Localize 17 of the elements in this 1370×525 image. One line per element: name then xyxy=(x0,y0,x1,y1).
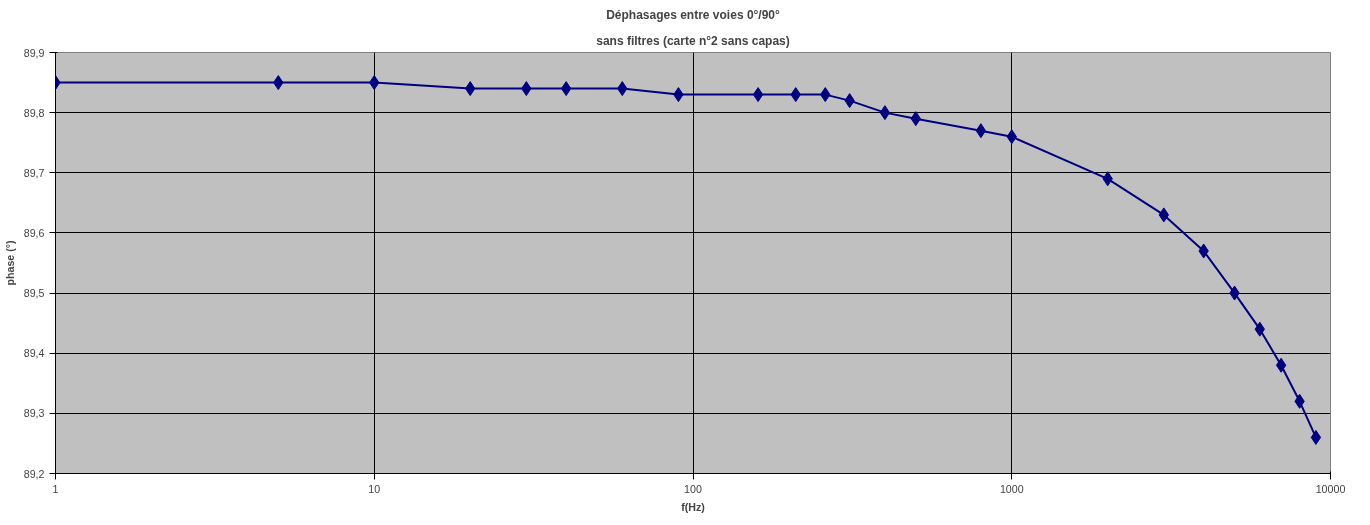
chart-subtitle: sans filtres (carte n°2 sans capas) xyxy=(596,33,790,48)
x-tick-label: 1 xyxy=(52,482,59,495)
x-tick-label: 100 xyxy=(684,482,702,495)
x-tick-label: 10 xyxy=(368,482,381,495)
y-tick-label: 89,4 xyxy=(23,347,45,360)
y-axis-title: phase (°) xyxy=(3,239,16,286)
y-tick-label: 89,7 xyxy=(23,166,45,179)
y-tick-label: 89,8 xyxy=(23,106,45,119)
chart-title: Déphasages entre voies 0°/90° xyxy=(606,7,781,22)
x-tick-label: 1000 xyxy=(999,482,1024,495)
y-tick-label: 89,9 xyxy=(23,46,45,59)
x-tick-label: 10000 xyxy=(1315,482,1346,495)
y-tick-label: 89,6 xyxy=(23,226,45,239)
y-tick-label: 89,5 xyxy=(23,287,45,300)
y-tick-label: 89,3 xyxy=(23,407,45,420)
x-axis-title: f(Hz) xyxy=(681,500,706,513)
y-tick-label: 89,2 xyxy=(23,467,45,480)
